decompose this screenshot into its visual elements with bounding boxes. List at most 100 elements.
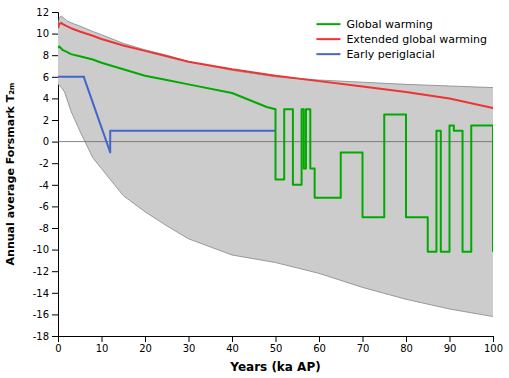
- tick: -2: [39, 158, 58, 169]
- tick: -18: [33, 331, 58, 342]
- tick-label: 0: [55, 343, 61, 354]
- tick: 12: [36, 7, 58, 18]
- tick-mark: [52, 34, 58, 35]
- tick-label: -18: [33, 331, 49, 342]
- series-line: [58, 77, 276, 153]
- tick-mark: [102, 336, 103, 342]
- tick: 4: [43, 93, 58, 104]
- legend-swatch: [316, 23, 340, 25]
- tick: 6: [43, 72, 58, 83]
- tick-mark: [232, 336, 233, 342]
- tick-label: 80: [400, 343, 413, 354]
- marks: [58, 16, 493, 316]
- tick-mark: [450, 336, 451, 342]
- legend-label: Global warming: [346, 18, 432, 31]
- legend: Global warming Extended global warming Ear…: [316, 18, 487, 61]
- tick-mark: [319, 336, 320, 342]
- tick: -16: [33, 309, 58, 320]
- series-line: [58, 47, 493, 252]
- tick-label: 40: [226, 343, 239, 354]
- tick-label: 12: [36, 7, 49, 18]
- tick-label: 10: [96, 343, 109, 354]
- tick-mark: [52, 12, 58, 13]
- tick-mark: [52, 228, 58, 229]
- axis-line: [59, 337, 494, 343]
- tick: -6: [39, 201, 58, 212]
- tick-mark: [145, 336, 146, 342]
- tick: -4: [39, 180, 58, 191]
- tick-label: -2: [39, 158, 49, 169]
- tick-label: 70: [357, 343, 370, 354]
- tick-label: 50: [270, 343, 283, 354]
- tick-label: -4: [39, 180, 49, 191]
- tick: -14: [33, 288, 58, 299]
- tick-label: 0: [43, 136, 49, 147]
- tick: 40: [226, 336, 239, 354]
- tick-label: -10: [33, 244, 49, 255]
- legend-item: Global warming: [316, 18, 432, 31]
- tick: 2: [43, 115, 58, 126]
- tick: 90: [444, 336, 457, 354]
- chart: 0102030405060708090100-18-16-14-12-10-8-…: [0, 0, 509, 378]
- tick: -10: [33, 244, 58, 255]
- tick-mark: [52, 55, 58, 56]
- tick-label: 2: [43, 115, 49, 126]
- tick: 0: [43, 136, 58, 147]
- tick: 20: [139, 336, 152, 354]
- tick-label: 6: [43, 72, 49, 83]
- tick-label: 10: [36, 28, 49, 39]
- tick-mark: [52, 336, 58, 337]
- tick: 30: [183, 336, 196, 354]
- tick-mark: [189, 336, 190, 342]
- legend-swatch: [316, 53, 340, 55]
- tick-mark: [52, 250, 58, 251]
- tick-mark: [406, 336, 407, 342]
- tick-mark: [52, 293, 58, 294]
- band-edge: [58, 16, 493, 87]
- tick-mark: [52, 185, 58, 186]
- plot: 0102030405060708090100-18-16-14-12-10-8-…: [4, 7, 503, 374]
- tick-label: -16: [33, 309, 49, 320]
- tick-label: -12: [33, 266, 49, 277]
- y-axis: -18 -16 -14 -12 -10 -8 -6 -4 -2 0 2 4 6 8 10 12: [33, 7, 59, 342]
- tick: 8: [43, 50, 58, 61]
- tick: -12: [33, 266, 58, 277]
- tick-label: 90: [444, 343, 457, 354]
- tick: -8: [39, 223, 58, 234]
- legend-swatch: [316, 38, 340, 40]
- legend-item: Early periglacial: [316, 48, 434, 61]
- tick: 10: [36, 28, 58, 39]
- tick-mark: [52, 98, 58, 99]
- tick-label: -6: [39, 201, 49, 212]
- legend-label: Early periglacial: [346, 48, 434, 61]
- x-axis-title: Years (ka AP): [229, 360, 320, 374]
- tick-mark: [363, 336, 364, 342]
- tick-mark: [493, 336, 494, 342]
- tick-mark: [276, 336, 277, 342]
- tick-mark: [52, 120, 58, 121]
- tick-label: 60: [313, 343, 326, 354]
- tick-label: -8: [39, 223, 49, 234]
- tick: 60: [313, 336, 326, 354]
- x-axis: 0 10 20 30 40 50 60 70 80 90 100: [55, 336, 503, 354]
- tick: 0: [55, 336, 61, 354]
- tick-label: 8: [43, 50, 49, 61]
- tick-mark: [52, 206, 58, 207]
- tick-mark: [52, 271, 58, 272]
- y-axis-title: Annual average Forsmark T₂ₘ: [4, 83, 17, 266]
- tick-label: -14: [33, 288, 49, 299]
- tick: 100: [484, 336, 503, 354]
- tick-mark: [52, 77, 58, 78]
- tick: 10: [96, 336, 109, 354]
- legend-item: Extended global warming: [316, 33, 487, 46]
- tick-mark: [52, 142, 58, 143]
- tick-mark: [52, 163, 58, 164]
- tick-label: 4: [43, 93, 49, 104]
- axis-line: [52, 13, 59, 337]
- tick-mark: [52, 314, 58, 315]
- tick-label: 30: [183, 343, 196, 354]
- band: [58, 16, 493, 316]
- tick: 80: [400, 336, 413, 354]
- series-line: [58, 23, 493, 108]
- tick: 50: [270, 336, 283, 354]
